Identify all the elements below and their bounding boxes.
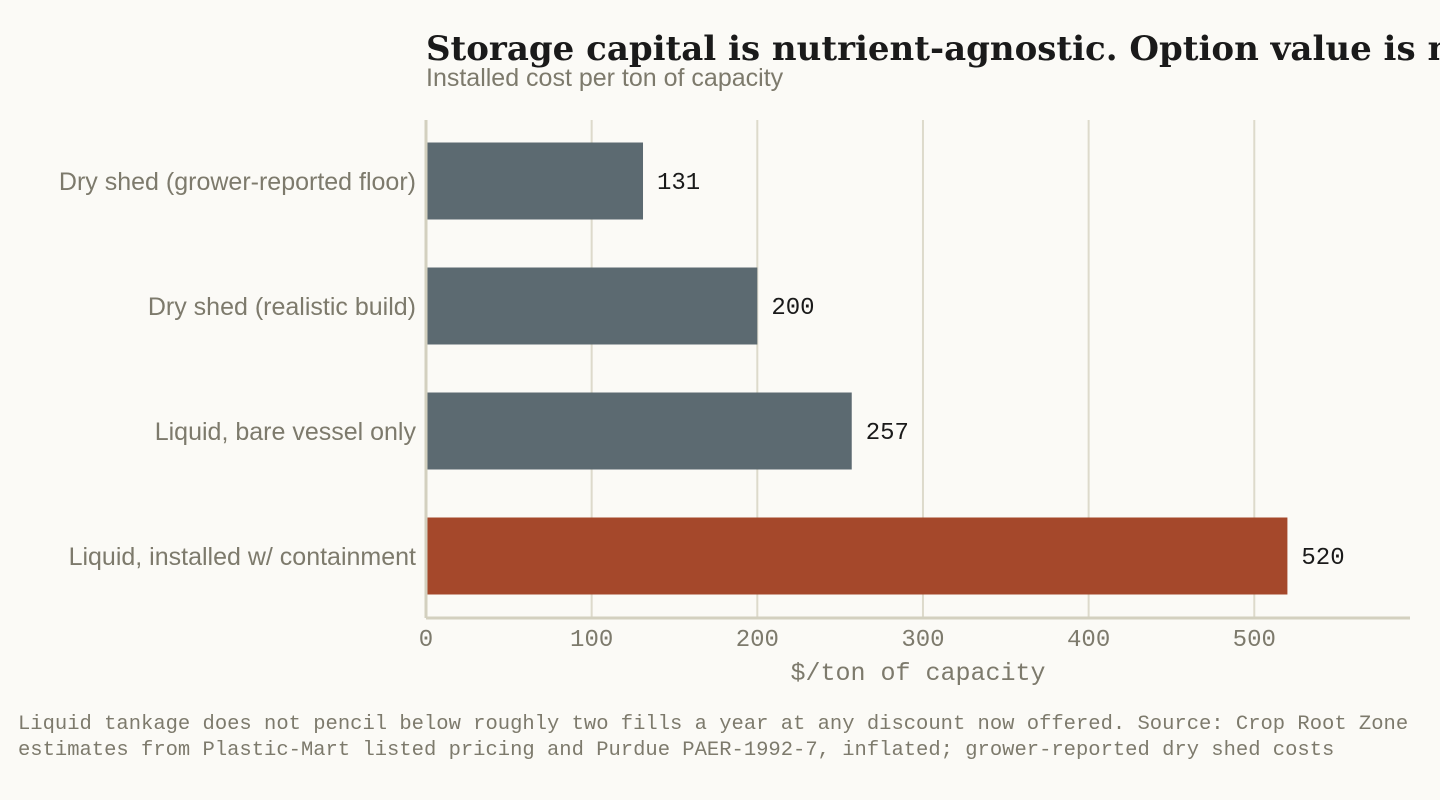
- bar: [426, 517, 1288, 595]
- bar-value-label: 200: [771, 295, 814, 322]
- chart-subtitle: Installed cost per ton of capacity: [426, 64, 784, 92]
- axes: [424, 120, 1410, 620]
- category-label: Dry shed (realistic build): [148, 293, 416, 321]
- category-labels: Dry shed (grower-reported floor) Dry shed…: [59, 168, 417, 571]
- bar: [426, 142, 644, 220]
- category-label: Liquid, bare vessel only: [155, 418, 417, 446]
- category-label: Liquid, installed w/ containment: [69, 543, 416, 571]
- bar: [426, 392, 852, 470]
- x-tick-label: 500: [1233, 627, 1276, 654]
- category-label: Dry shed (grower-reported floor): [59, 168, 416, 196]
- x-tick-label: 200: [736, 627, 779, 654]
- bar-value-label: 257: [866, 420, 909, 447]
- bars: [426, 142, 1288, 595]
- bar-chart: Storage capital is nutrient-agnostic. Op…: [59, 29, 1440, 688]
- bar: [426, 267, 758, 345]
- x-tick-labels: 0 100 200 300 400 500: [419, 627, 1276, 654]
- x-tick-label: 100: [570, 627, 613, 654]
- value-labels: 131 200 257 520: [657, 170, 1345, 572]
- x-axis-title: $/ton of capacity: [790, 659, 1045, 688]
- x-tick-label: 300: [901, 627, 944, 654]
- bar-value-label: 520: [1301, 545, 1344, 572]
- footnote: Liquid tankage does not pencil below rou…: [18, 713, 1409, 762]
- x-tick-label: 400: [1067, 627, 1110, 654]
- x-tick-label: 0: [419, 627, 433, 654]
- bar-value-label: 131: [657, 170, 700, 197]
- chart-title: Storage capital is nutrient-agnostic. Op…: [426, 29, 1440, 69]
